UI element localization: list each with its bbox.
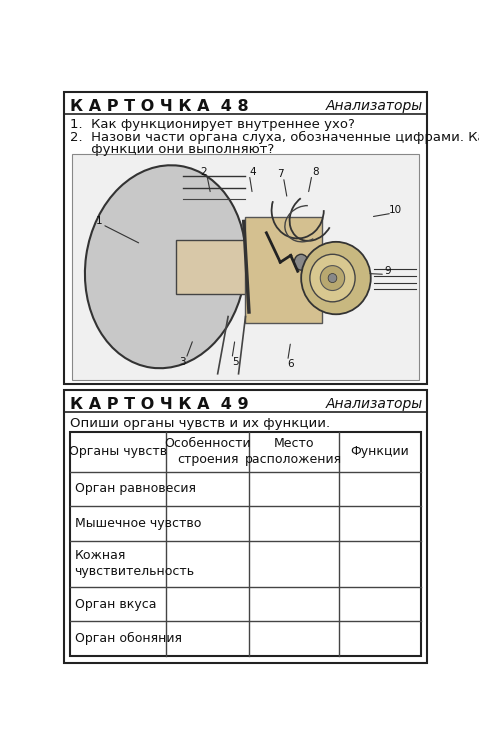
Text: Кожная
чувствительность: Кожная чувствительность [75, 550, 195, 578]
Text: 4: 4 [249, 167, 256, 176]
Text: 1: 1 [96, 217, 103, 226]
Text: Орган вкуса: Орган вкуса [75, 598, 156, 610]
Bar [64, 92, 427, 384]
Bar [245, 217, 322, 323]
Text: К А Р Т О Ч К А  4 8: К А Р Т О Ч К А 4 8 [70, 99, 249, 114]
Text: Орган обоняния: Орган обоняния [75, 633, 182, 645]
Bar [71, 154, 420, 380]
Text: Анализаторы: Анализаторы [325, 397, 422, 411]
Text: 2: 2 [200, 167, 207, 176]
Text: 7: 7 [277, 169, 284, 179]
Text: Функции: Функции [351, 445, 409, 459]
Ellipse shape [85, 165, 246, 368]
Text: Мышечное чувство: Мышечное чувство [75, 518, 201, 530]
Text: Орган равновесия: Орган равновесия [75, 483, 195, 495]
Text: Анализаторы: Анализаторы [325, 99, 422, 113]
Text: 2.  Назови части органа слуха, обозначенные цифрами. Какие: 2. Назови части органа слуха, обозначенн… [70, 131, 479, 144]
Ellipse shape [301, 242, 371, 314]
Text: 8: 8 [312, 167, 319, 176]
Text: 10: 10 [388, 205, 402, 215]
Ellipse shape [320, 266, 345, 291]
Ellipse shape [294, 254, 308, 270]
Text: 6: 6 [287, 359, 294, 369]
Bar [64, 390, 427, 663]
Text: Место
расположения: Место расположения [245, 438, 342, 466]
Text: 1.  Как функционирует внутреннее ухо?: 1. Как функционирует внутреннее ухо? [70, 118, 355, 131]
Text: Органы чувств: Органы чувств [69, 445, 167, 459]
Text: 3: 3 [180, 357, 186, 367]
Bar [70, 433, 421, 657]
Text: функции они выполняют?: функции они выполняют? [70, 143, 274, 156]
Bar [176, 240, 266, 294]
Ellipse shape [310, 254, 355, 302]
Text: Опиши органы чувств и их функции.: Опиши органы чувств и их функции. [70, 417, 330, 430]
Text: 5: 5 [232, 357, 239, 367]
Text: Особенности
строения: Особенности строения [164, 438, 251, 466]
Ellipse shape [328, 273, 337, 282]
Text: 9: 9 [385, 266, 391, 276]
Text: К А Р Т О Ч К А  4 9: К А Р Т О Ч К А 4 9 [70, 397, 249, 412]
